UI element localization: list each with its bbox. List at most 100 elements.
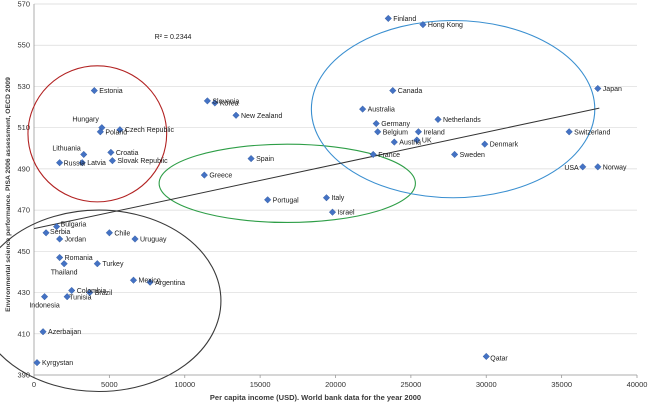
- data-point: [372, 119, 380, 128]
- data-point: [96, 128, 104, 136]
- data-point: [116, 126, 124, 134]
- tick-labels: 390 410 430 450 470 490 510 530 550 570 0 5000 10000…: [17, 0, 647, 389]
- point-label: Uruguay: [140, 236, 167, 243]
- data-point: [56, 253, 64, 262]
- data-point: [328, 208, 337, 216]
- point-label: Argentina: [155, 280, 185, 287]
- cluster-ellipses: [0, 19, 596, 393]
- data-point: [232, 111, 240, 119]
- data-point: [203, 97, 211, 105]
- data-point: [434, 115, 442, 124]
- data-point: [90, 86, 98, 95]
- data-point: [86, 288, 94, 297]
- point-label: Indonesia: [29, 303, 59, 310]
- point-label: Hungary: [72, 117, 99, 124]
- point-label: Estonia: [99, 88, 122, 95]
- data-point: [63, 293, 71, 301]
- point-label: Switzerland: [574, 129, 610, 136]
- x-tick-label: 40000: [627, 380, 648, 389]
- point-label: Austria: [399, 140, 421, 147]
- data-point: [451, 150, 459, 159]
- data-points: [33, 14, 602, 367]
- point-label: Romania: [65, 255, 93, 262]
- cluster-ellipse: [27, 65, 168, 203]
- point-label: Italy: [331, 195, 344, 202]
- cluster-ellipse: [310, 19, 596, 199]
- y-tick-label: 430: [17, 288, 30, 297]
- point-label: New Zealand: [241, 113, 282, 120]
- data-point: [68, 286, 76, 295]
- data-point: [359, 105, 367, 113]
- y-tick-label: 570: [17, 0, 30, 9]
- y-tick-label: 450: [17, 247, 30, 256]
- data-point: [78, 159, 86, 167]
- point-label: Czech Republic: [125, 127, 175, 134]
- point-label: Colombia: [77, 288, 107, 295]
- data-point: [80, 150, 88, 159]
- point-label: Finland: [393, 16, 416, 23]
- point-label: Japan: [603, 86, 622, 93]
- data-point: [374, 128, 382, 136]
- y-tick-label: 510: [17, 123, 30, 132]
- point-label: Germany: [381, 121, 410, 128]
- y-tick-label: 530: [17, 82, 30, 91]
- data-point: [60, 260, 68, 268]
- data-point: [33, 359, 41, 367]
- point-label: Kyrgystan: [42, 360, 73, 367]
- x-tick-label: 35000: [551, 380, 572, 389]
- point-label: Hong Kong: [428, 22, 463, 29]
- point-label: Tunisia: [69, 295, 91, 302]
- point-label: Netherlands: [443, 117, 481, 124]
- point-label: Russia: [64, 161, 86, 168]
- y-tick-label: 390: [17, 371, 30, 380]
- data-point: [419, 21, 427, 29]
- data-point: [108, 157, 116, 165]
- point-label: Jordan: [65, 236, 87, 243]
- data-point: [211, 99, 219, 107]
- x-tick-label: 5000: [101, 380, 118, 389]
- data-point: [146, 278, 154, 286]
- point-label: Lithuania: [52, 145, 81, 152]
- point-label: Spain: [256, 156, 274, 163]
- data-point: [56, 159, 64, 167]
- trendline-group: [33, 107, 600, 230]
- point-label: Thailand: [51, 270, 78, 277]
- point-label: USA: [564, 165, 579, 172]
- data-point: [53, 223, 61, 231]
- point-label: Brazil: [95, 290, 113, 297]
- y-axis-title: Environmental science performance. PISA …: [5, 77, 12, 312]
- data-point: [264, 196, 272, 204]
- data-point: [481, 140, 489, 148]
- data-point: [105, 229, 113, 237]
- point-label: Chile: [114, 230, 130, 237]
- point-label: Portugal: [273, 197, 300, 204]
- x-tick-label: 15000: [250, 380, 271, 389]
- x-tick-label: 0: [32, 380, 36, 389]
- x-tick-label: 10000: [174, 380, 195, 389]
- x-tick-label: 20000: [325, 380, 346, 389]
- point-label: Canada: [398, 88, 423, 95]
- y-tick-label: 550: [17, 41, 30, 50]
- point-label: Australia: [368, 107, 395, 114]
- point-label: Poland: [105, 129, 127, 136]
- point-label: Mexico: [138, 278, 160, 285]
- data-point: [93, 260, 101, 268]
- point-label: Israel: [337, 210, 355, 217]
- point-label: Ireland: [423, 129, 445, 136]
- point-labels: Finland Hong Kong Japan Estonia Canada Sloven…: [29, 16, 627, 367]
- point-label: Greece: [209, 173, 232, 180]
- gridlines: [33, 3, 638, 378]
- trendline: [33, 107, 600, 230]
- x-axis-title: Per capita income (USD). World bank data…: [210, 393, 421, 402]
- data-point: [384, 14, 392, 23]
- data-point: [565, 128, 573, 136]
- data-point: [107, 148, 115, 156]
- data-point: [129, 276, 138, 284]
- point-label: Sweden: [460, 152, 485, 159]
- point-label: Norway: [603, 164, 627, 171]
- point-label: Slovak Republic: [117, 158, 168, 165]
- point-label: Qatar: [490, 355, 508, 362]
- point-label: Latvia: [87, 160, 106, 167]
